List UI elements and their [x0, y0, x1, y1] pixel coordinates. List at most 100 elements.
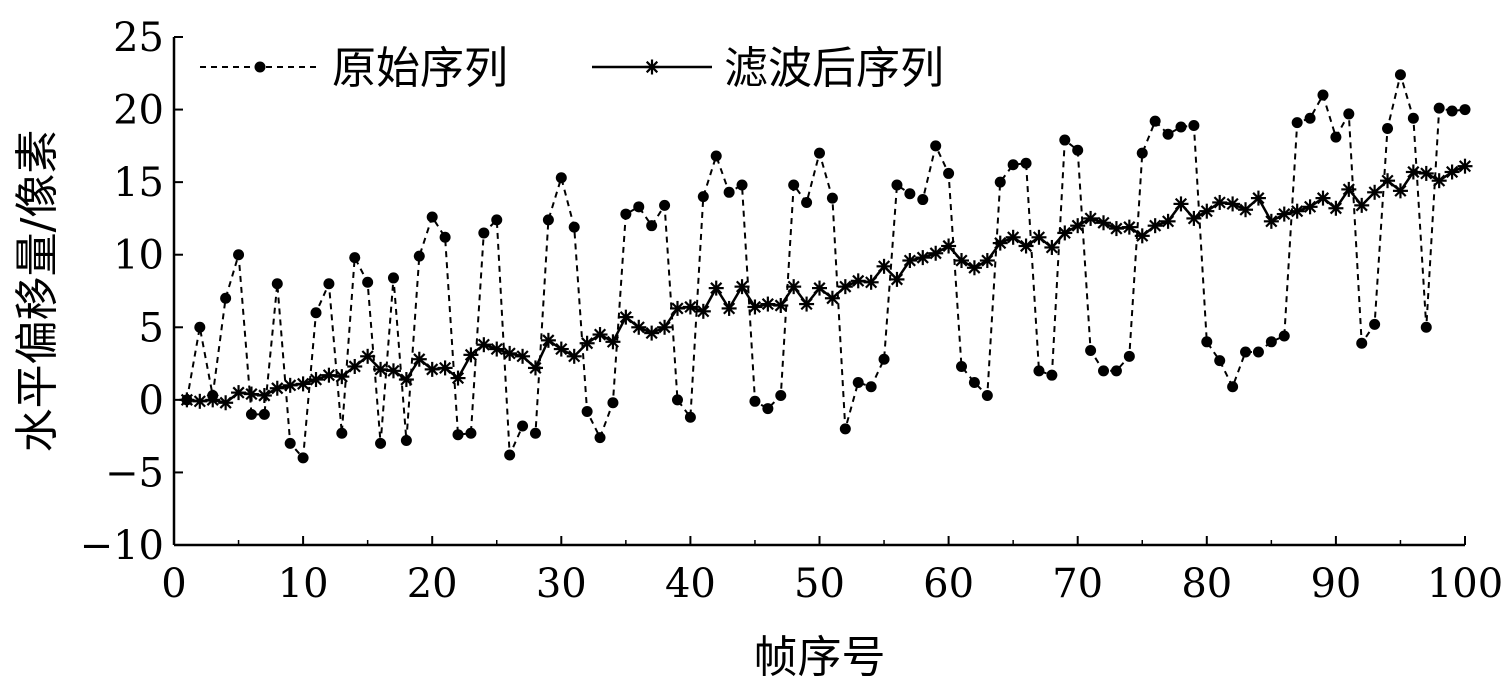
star-marker [334, 369, 350, 385]
star-marker [579, 335, 595, 351]
star-marker [786, 279, 802, 295]
x-tick-label: 80 [1181, 561, 1232, 607]
raw-point [684, 411, 696, 423]
y-tick-label: 20 [113, 88, 164, 134]
raw-point [555, 172, 567, 184]
star-marker [747, 299, 763, 315]
raw-point [968, 376, 980, 388]
raw-point [1459, 104, 1471, 116]
raw-point [1123, 350, 1135, 362]
star-marker [902, 253, 918, 269]
star-marker [1134, 228, 1150, 244]
series-filtered [179, 158, 1473, 411]
star-marker [269, 380, 285, 396]
raw-point [1330, 131, 1342, 143]
star-marker [941, 238, 957, 254]
raw-point [323, 278, 335, 290]
raw-point [349, 252, 361, 264]
raw-point [1046, 369, 1058, 381]
star-marker [295, 376, 311, 392]
raw-point [1304, 112, 1316, 124]
star-marker [243, 386, 259, 402]
star-marker [218, 395, 234, 411]
y-tick-label: 0 [139, 378, 164, 424]
star-marker [1147, 218, 1163, 234]
raw-point [1033, 365, 1045, 377]
raw-point [852, 376, 864, 388]
star-marker [605, 334, 621, 350]
star-marker [192, 393, 208, 409]
raw-point [607, 397, 619, 409]
x-tick-label: 0 [161, 561, 186, 607]
raw-point [1343, 108, 1355, 120]
star-marker [1044, 239, 1060, 255]
raw-point [1433, 102, 1445, 114]
star-marker [424, 361, 440, 377]
raw-point [1059, 134, 1071, 146]
raw-point [646, 220, 658, 232]
star-marker [1431, 173, 1447, 189]
star-marker [1096, 215, 1112, 231]
raw-point [478, 227, 490, 239]
raw-point [620, 208, 632, 220]
legend-marker-raw [254, 61, 266, 73]
raw-point [904, 188, 916, 200]
star-marker [566, 348, 582, 364]
raw-point [878, 353, 890, 365]
raw-point [517, 420, 529, 432]
star-marker [321, 367, 337, 383]
raw-point [245, 408, 257, 420]
star-marker [1238, 202, 1254, 218]
star-marker [373, 361, 389, 377]
star-marker [812, 280, 827, 296]
star-marker [889, 271, 905, 287]
raw-point [1265, 336, 1277, 348]
legend-entry-filtered: 滤波后序列 [592, 43, 944, 94]
star-marker [282, 377, 298, 393]
raw-point [1317, 89, 1329, 101]
x-axis-title: 帧序号 [754, 632, 886, 683]
raw-point [839, 423, 851, 435]
star-marker [527, 360, 543, 376]
star-marker [476, 337, 492, 353]
raw-point [1369, 318, 1381, 330]
star-marker [437, 360, 453, 376]
raw-point [1356, 337, 1368, 349]
raw-point [1149, 115, 1161, 127]
legend: 原始序列 滤波后序列 [200, 43, 944, 94]
raw-point [1136, 147, 1148, 159]
star-marker [1108, 221, 1124, 237]
raw-point [529, 427, 541, 439]
raw-point [1420, 321, 1432, 333]
raw-point [284, 437, 296, 449]
y-axis-title: 水平偏移量/像素 [12, 130, 63, 453]
star-marker [966, 260, 982, 276]
raw-point [375, 437, 387, 449]
raw-point [1175, 121, 1187, 133]
raw-point [865, 381, 877, 393]
raw-point [1110, 365, 1122, 377]
legend-label-raw: 原始序列 [332, 43, 508, 94]
star-marker [773, 298, 789, 314]
star-marker [256, 388, 272, 404]
star-marker [360, 348, 376, 364]
raw-point [452, 429, 464, 441]
raw-point [710, 150, 722, 162]
star-marker [1302, 199, 1318, 215]
star-marker [1418, 165, 1434, 181]
star-marker [347, 358, 363, 374]
star-marker [618, 309, 634, 325]
raw-point [194, 321, 206, 333]
raw-point [1252, 346, 1264, 358]
star-marker [1225, 196, 1241, 212]
star-marker [1160, 213, 1176, 229]
raw-point [1007, 159, 1019, 171]
star-marker [644, 325, 660, 341]
legend-entry-raw: 原始序列 [200, 43, 508, 94]
x-tick-label: 10 [278, 561, 329, 607]
raw-point [220, 292, 232, 304]
raw-point [1291, 117, 1303, 129]
raw-point [1394, 69, 1406, 81]
y-tick-label: 15 [113, 160, 164, 206]
